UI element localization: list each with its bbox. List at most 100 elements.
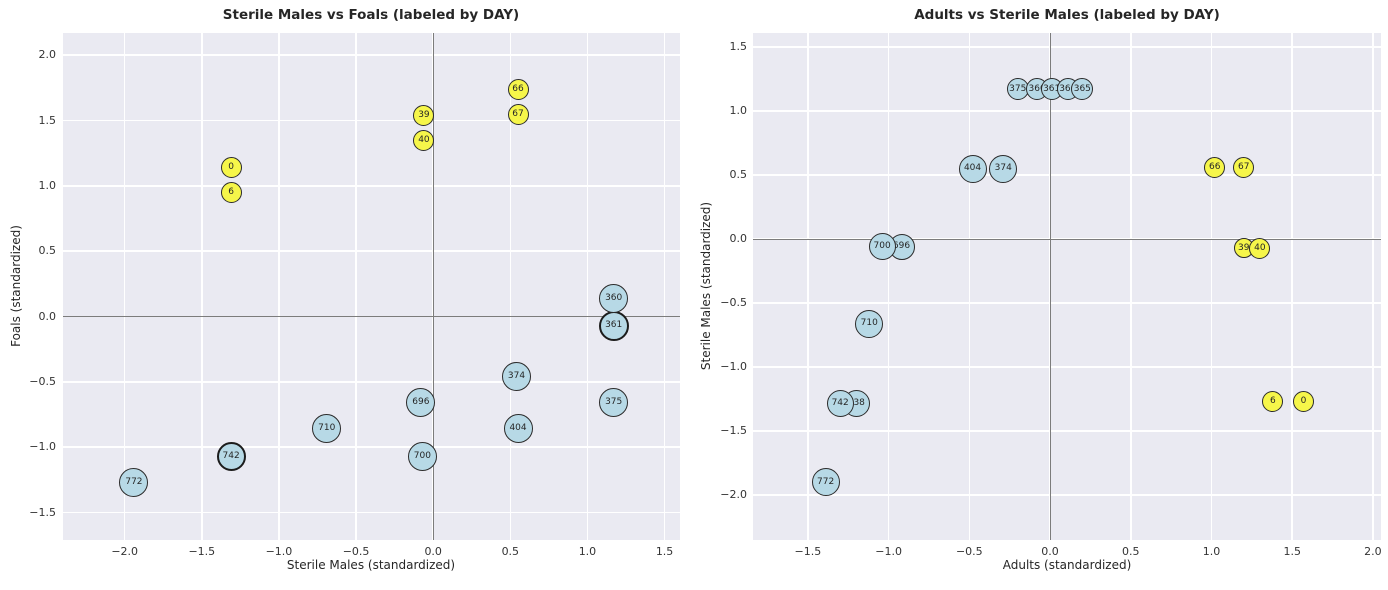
data-point-day-696: 696: [406, 388, 436, 418]
left-plot-area: 772 742 710 700 696 404 374 375 361 360 0 6 39 40 66 67: [63, 33, 680, 540]
right-x-axis-label: Adults (standardized): [1002, 558, 1132, 572]
point-day-label: 360: [605, 292, 623, 303]
y-tick-label: 0.0: [38, 309, 57, 323]
point-day-label: 710: [860, 318, 878, 329]
point-day-label: 374: [507, 371, 526, 382]
data-point-day-39: 39: [413, 104, 435, 126]
x-tick-label: −1.5: [794, 545, 822, 558]
data-point-day-0: 0: [1293, 391, 1314, 413]
data-point-day-772: 772: [811, 468, 840, 497]
h-gridline: [63, 54, 680, 56]
y-tick-label: −2.0: [720, 488, 747, 502]
v-gridline: [663, 33, 666, 540]
data-point-day-6: 6: [220, 181, 242, 203]
data-point-day-700: 700: [407, 441, 437, 471]
right-plot-area: 375 360 361 366 365 404 374 696 700 710 738 742 772 6…: [753, 33, 1381, 540]
point-day-label: 404: [509, 423, 527, 434]
point-day-label: 696: [892, 241, 911, 252]
point-day-label: 375: [605, 397, 623, 408]
data-point-day-67: 67: [507, 103, 529, 125]
y-tick-label: 1.0: [729, 104, 748, 118]
y-tick-label: 0.5: [38, 244, 57, 258]
point-day-label: 772: [125, 477, 143, 487]
point-day-label: 696: [412, 397, 430, 408]
data-point-day-375: 375: [599, 388, 629, 418]
v-gridline: [355, 33, 357, 540]
v-gridline: [1210, 33, 1213, 540]
point-day-label: 0: [1300, 396, 1307, 407]
y-tick-label: −0.5: [720, 296, 747, 310]
v-gridline: [807, 33, 809, 540]
h-gridline: [63, 250, 680, 252]
v-gridline: [1291, 33, 1293, 540]
point-day-label: 365: [1073, 83, 1091, 94]
data-point-day-710: 710: [855, 309, 884, 338]
data-point-day-0: 0: [220, 157, 242, 179]
data-point-day-66: 66: [1204, 156, 1226, 178]
y-tick-label: −0.5: [29, 374, 56, 388]
x-tick-label: 2.0: [1364, 545, 1382, 558]
point-day-label: 700: [413, 450, 431, 461]
data-point-day-67: 67: [1233, 156, 1255, 178]
x-tick-label: −1.0: [875, 545, 902, 558]
y-tick-label: 1.5: [729, 40, 748, 54]
point-day-label: 710: [318, 423, 336, 434]
y-tick-label: 0.5: [729, 168, 748, 182]
h-gridline: [753, 110, 1381, 112]
data-point-day-374: 374: [501, 362, 531, 392]
data-point-day-66: 66: [507, 78, 529, 100]
x-tick-label: 0.0: [1041, 545, 1059, 558]
x-tick-label: −2.0: [111, 545, 139, 558]
y-tick-label: 0.0: [729, 232, 748, 246]
data-point-day-742: 742: [216, 441, 246, 471]
point-day-label: 67: [512, 108, 524, 119]
point-day-label: 67: [1238, 161, 1250, 172]
point-day-label: 366: [1059, 83, 1077, 94]
point-day-label: 772: [817, 476, 835, 487]
data-point-day-360: 360: [599, 283, 629, 313]
point-day-label: 361: [1043, 83, 1061, 94]
data-point-day-361: 361: [598, 310, 629, 341]
x-tick-label: 1.0: [578, 545, 597, 558]
zero-vline: [1049, 33, 1051, 540]
data-point-day-700: 700: [868, 233, 896, 261]
h-gridline: [63, 511, 680, 514]
h-gridline: [753, 302, 1381, 304]
point-day-label: 360: [1028, 83, 1046, 94]
point-day-label: 742: [222, 450, 240, 461]
v-gridline: [1130, 33, 1132, 540]
h-gridline: [753, 366, 1381, 368]
point-day-label: 700: [873, 241, 891, 252]
h-gridline: [753, 494, 1381, 496]
point-day-label: 361: [605, 320, 623, 331]
v-gridline: [1372, 33, 1374, 540]
h-gridline: [753, 174, 1381, 176]
y-tick-label: −1.5: [720, 424, 747, 438]
zero-hline: [753, 238, 1381, 240]
zero-vline: [432, 33, 434, 540]
data-point-day-365: 365: [1071, 78, 1094, 101]
zero-hline: [63, 316, 680, 318]
v-gridline: [123, 33, 126, 540]
x-tick-label: 0.5: [501, 545, 520, 558]
data-point-day-404: 404: [503, 414, 533, 444]
point-day-label: 39: [418, 109, 430, 120]
data-point-day-710: 710: [312, 414, 342, 444]
v-gridline: [968, 33, 971, 540]
y-tick-label: −1.0: [29, 440, 56, 454]
point-day-label: 374: [994, 163, 1012, 174]
h-gridline: [63, 119, 680, 122]
v-gridline: [278, 33, 280, 540]
point-day-label: 40: [418, 134, 430, 145]
point-day-label: 738: [847, 397, 865, 408]
h-gridline: [753, 46, 1381, 48]
data-point-day-6: 6: [1262, 391, 1284, 413]
y-tick-label: 1.0: [38, 178, 57, 192]
h-gridline: [753, 430, 1381, 432]
data-point-day-40: 40: [1249, 237, 1271, 259]
y-tick-label: 1.5: [38, 113, 57, 127]
right-chart-title: Adults vs Sterile Males (labeled by DAY): [914, 7, 1220, 23]
point-day-label: 39: [1238, 242, 1250, 253]
point-day-label: 66: [512, 83, 524, 94]
